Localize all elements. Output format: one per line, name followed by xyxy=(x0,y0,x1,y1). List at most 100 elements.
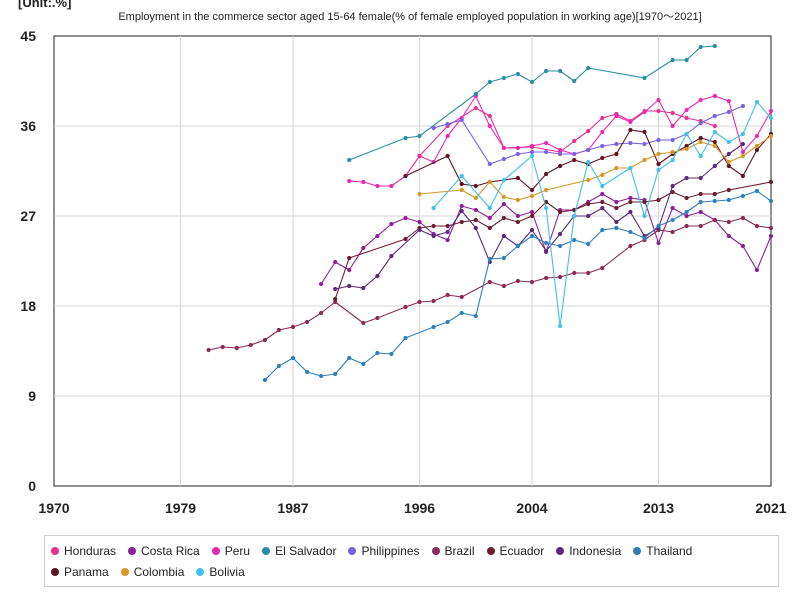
data-point xyxy=(740,131,746,137)
data-point xyxy=(487,79,492,85)
legend-item[interactable]: Ecuador xyxy=(486,541,544,562)
data-point xyxy=(698,199,703,205)
legend-item[interactable]: Honduras xyxy=(51,541,116,562)
data-point xyxy=(740,149,746,155)
data-point xyxy=(656,167,661,173)
data-point xyxy=(487,215,492,221)
legend-item[interactable]: Bolivia xyxy=(196,562,245,583)
legend-item[interactable]: Peru xyxy=(211,541,251,562)
chart-title: Employment in the commerce sector aged 1… xyxy=(118,11,702,23)
series-line xyxy=(419,107,715,157)
data-point xyxy=(558,323,563,329)
data-point xyxy=(333,296,338,302)
legend-swatch-icon xyxy=(633,546,642,555)
series-line xyxy=(433,101,772,327)
data-point xyxy=(473,217,478,223)
data-point xyxy=(768,179,774,185)
data-point xyxy=(262,377,267,383)
y-tick-label: 0 xyxy=(28,478,36,494)
data-point xyxy=(726,98,731,104)
data-point xyxy=(459,203,464,209)
data-point xyxy=(684,107,689,113)
data-point xyxy=(276,363,281,369)
legend-label: Indonesia xyxy=(569,544,622,558)
x-tick-label: 2013 xyxy=(643,500,674,516)
data-point xyxy=(768,198,774,204)
data-point xyxy=(726,159,731,165)
data-point xyxy=(600,183,605,189)
data-point xyxy=(529,227,535,233)
y-tick-label: 36 xyxy=(20,118,36,134)
data-point xyxy=(642,199,647,205)
data-point xyxy=(403,335,408,341)
data-point xyxy=(684,195,689,201)
legend-item[interactable]: Philippines xyxy=(348,541,420,562)
legend-item[interactable]: Indonesia xyxy=(556,541,621,562)
series-panama xyxy=(403,127,774,193)
data-point xyxy=(403,236,408,242)
data-point xyxy=(670,123,675,129)
data-point xyxy=(529,143,535,149)
data-point xyxy=(712,143,717,149)
x-tick-label: 1979 xyxy=(165,500,196,516)
data-point xyxy=(572,270,577,276)
data-point xyxy=(712,217,717,223)
series-philippines xyxy=(431,103,746,167)
axes: 0 9 18 27 36 45 1970 1979 1987 1996 2004 2013 2021 xyxy=(20,28,786,516)
legend-label: Peru xyxy=(224,544,251,558)
data-point xyxy=(515,278,521,284)
data-point xyxy=(586,65,591,71)
data-point xyxy=(417,227,422,233)
legend-item[interactable]: Colombia xyxy=(120,562,184,583)
x-tick-label: 2021 xyxy=(755,500,786,516)
x-tick-label: 1970 xyxy=(38,500,69,516)
data-point xyxy=(614,113,619,119)
legend-swatch-icon xyxy=(196,567,205,576)
data-point xyxy=(333,286,338,292)
data-point xyxy=(515,219,521,225)
series-peru xyxy=(347,93,774,189)
legend-item[interactable]: Thailand xyxy=(633,541,692,562)
data-point xyxy=(319,373,324,379)
data-point xyxy=(684,209,689,215)
legend-item[interactable]: Brazil xyxy=(431,541,475,562)
data-point xyxy=(712,163,717,169)
data-point xyxy=(431,298,436,304)
data-point xyxy=(670,149,675,155)
data-point xyxy=(347,157,352,163)
data-point xyxy=(347,178,352,184)
data-point xyxy=(642,213,647,219)
data-point xyxy=(361,320,366,326)
data-point xyxy=(684,175,689,181)
data-point xyxy=(726,219,731,225)
data-point xyxy=(501,255,506,261)
data-point xyxy=(403,173,408,179)
legend-swatch-icon xyxy=(128,546,137,555)
data-point xyxy=(487,179,492,185)
data-point xyxy=(501,215,506,221)
data-point xyxy=(670,217,675,223)
data-point xyxy=(262,337,267,343)
data-point xyxy=(529,213,535,219)
data-point xyxy=(375,233,380,239)
data-point xyxy=(361,245,366,251)
data-point xyxy=(501,177,506,183)
data-point xyxy=(515,213,521,219)
legend-item[interactable]: El Salvador xyxy=(262,541,336,562)
data-point xyxy=(628,243,633,249)
legend-item[interactable]: Panama xyxy=(51,562,109,583)
data-point xyxy=(726,233,731,239)
data-point xyxy=(754,267,760,273)
data-point xyxy=(558,163,563,169)
data-point xyxy=(375,315,380,321)
data-point xyxy=(712,191,717,197)
legend-item[interactable]: Costa Rica xyxy=(128,541,200,562)
data-point xyxy=(431,223,436,229)
data-point xyxy=(754,133,760,139)
data-point xyxy=(586,201,591,207)
data-point xyxy=(459,173,464,179)
data-point xyxy=(628,229,633,235)
data-point xyxy=(572,78,577,84)
data-point xyxy=(558,209,563,215)
data-point xyxy=(768,225,774,231)
